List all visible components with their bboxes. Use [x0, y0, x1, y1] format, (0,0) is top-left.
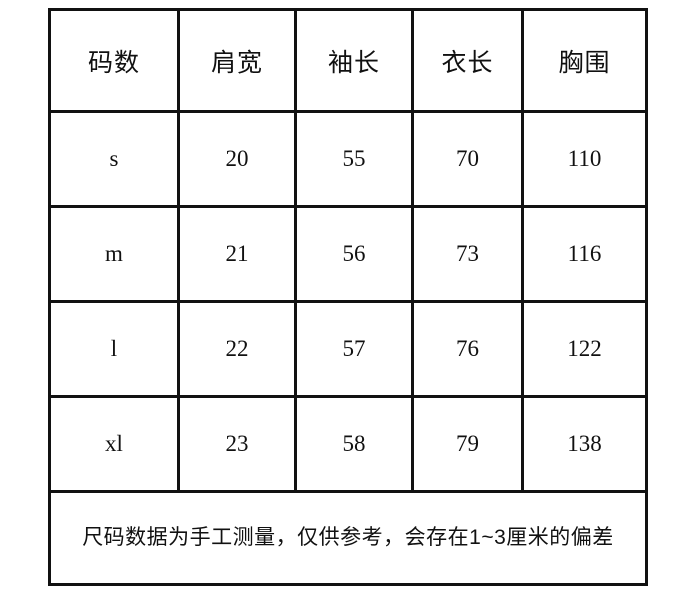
cell-sleeve-xl: 58 — [294, 395, 414, 493]
column-header-size: 码数 — [48, 8, 180, 113]
cell-size-l: l — [48, 300, 180, 398]
cell-length-s: 70 — [411, 110, 524, 208]
table-row: m 21 56 73 116 — [48, 205, 648, 303]
cell-bust-xl: 138 — [521, 395, 648, 493]
cell-length-l: 76 — [411, 300, 524, 398]
cell-size-xl: xl — [48, 395, 180, 493]
table-note-row: 尺码数据为手工测量，仅供参考，会存在1~3厘米的偏差 — [48, 490, 648, 586]
table-header-row: 码数 肩宽 袖长 衣长 胸围 — [48, 8, 648, 113]
size-chart-table: 码数 肩宽 袖长 衣长 胸围 s 20 55 70 110 m 21 56 73… — [48, 8, 648, 586]
cell-sleeve-l: 57 — [294, 300, 414, 398]
cell-length-m: 73 — [411, 205, 524, 303]
cell-shoulder-l: 22 — [177, 300, 297, 398]
cell-length-xl: 79 — [411, 395, 524, 493]
cell-shoulder-s: 20 — [177, 110, 297, 208]
table-body: s 20 55 70 110 m 21 56 73 116 l 22 57 76… — [48, 110, 648, 586]
table-row: l 22 57 76 122 — [48, 300, 648, 398]
cell-bust-s: 110 — [521, 110, 648, 208]
cell-bust-m: 116 — [521, 205, 648, 303]
cell-bust-l: 122 — [521, 300, 648, 398]
table-row: xl 23 58 79 138 — [48, 395, 648, 493]
column-header-shoulder: 肩宽 — [177, 8, 297, 113]
measurement-disclaimer-note: 尺码数据为手工测量，仅供参考，会存在1~3厘米的偏差 — [48, 490, 648, 586]
cell-size-m: m — [48, 205, 180, 303]
table-row: s 20 55 70 110 — [48, 110, 648, 208]
cell-sleeve-s: 55 — [294, 110, 414, 208]
table-header: 码数 肩宽 袖长 衣长 胸围 — [48, 8, 648, 113]
column-header-bust: 胸围 — [521, 8, 648, 113]
cell-sleeve-m: 56 — [294, 205, 414, 303]
cell-shoulder-xl: 23 — [177, 395, 297, 493]
column-header-length: 衣长 — [411, 8, 524, 113]
column-header-sleeve: 袖长 — [294, 8, 414, 113]
cell-shoulder-m: 21 — [177, 205, 297, 303]
cell-size-s: s — [48, 110, 180, 208]
